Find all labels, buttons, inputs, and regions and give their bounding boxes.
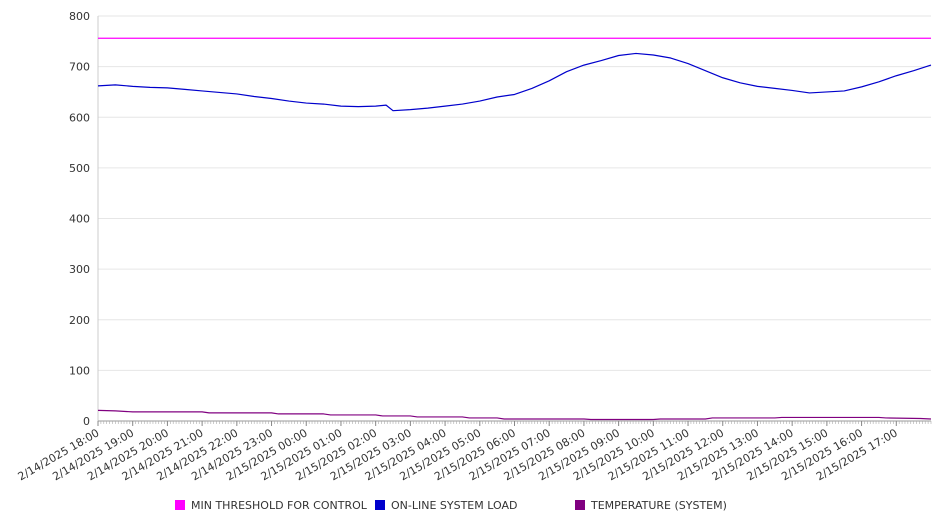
legend-label-min-threshold: MIN THRESHOLD FOR CONTROL (191, 498, 367, 512)
axes (97, 16, 932, 426)
y-tick-label: 100 (69, 364, 90, 377)
y-tick-label: 0 (83, 415, 90, 428)
legend-swatch-temperature (575, 500, 585, 510)
y-tick-label: 200 (69, 314, 90, 327)
gridlines (98, 15, 931, 422)
legend-item-min-threshold: MIN THRESHOLD FOR CONTROL (175, 497, 367, 513)
legend-swatch-system-load (375, 500, 385, 510)
legend-swatch-min-threshold (175, 500, 185, 510)
legend-item-system-load: ON-LINE SYSTEM LOAD (375, 497, 517, 513)
legend-label-system-load: ON-LINE SYSTEM LOAD (391, 498, 518, 512)
series-line-1 (97, 52, 932, 112)
x-axis-tick-labels: 2/14/2025 18:002/14/2025 19:002/14/2025 … (16, 426, 900, 483)
legend: MIN THRESHOLD FOR CONTROL ON-LINE SYSTEM… (0, 497, 946, 515)
y-tick-label: 700 (69, 61, 90, 74)
y-axis-tick-labels: 0 100 200 300 400 500 600 700 800 (69, 10, 90, 428)
y-tick-label: 600 (69, 111, 90, 124)
y-tick-label: 300 (69, 263, 90, 276)
series-line-2 (97, 409, 932, 421)
y-tick-label: 500 (69, 162, 90, 175)
legend-label-temperature: TEMPERATURE (SYSTEM) (591, 498, 727, 512)
series-lines (97, 37, 932, 421)
y-tick-label: 800 (69, 10, 90, 23)
y-tick-label: 400 (69, 213, 90, 226)
legend-item-temperature: TEMPERATURE (SYSTEM) (575, 497, 727, 513)
